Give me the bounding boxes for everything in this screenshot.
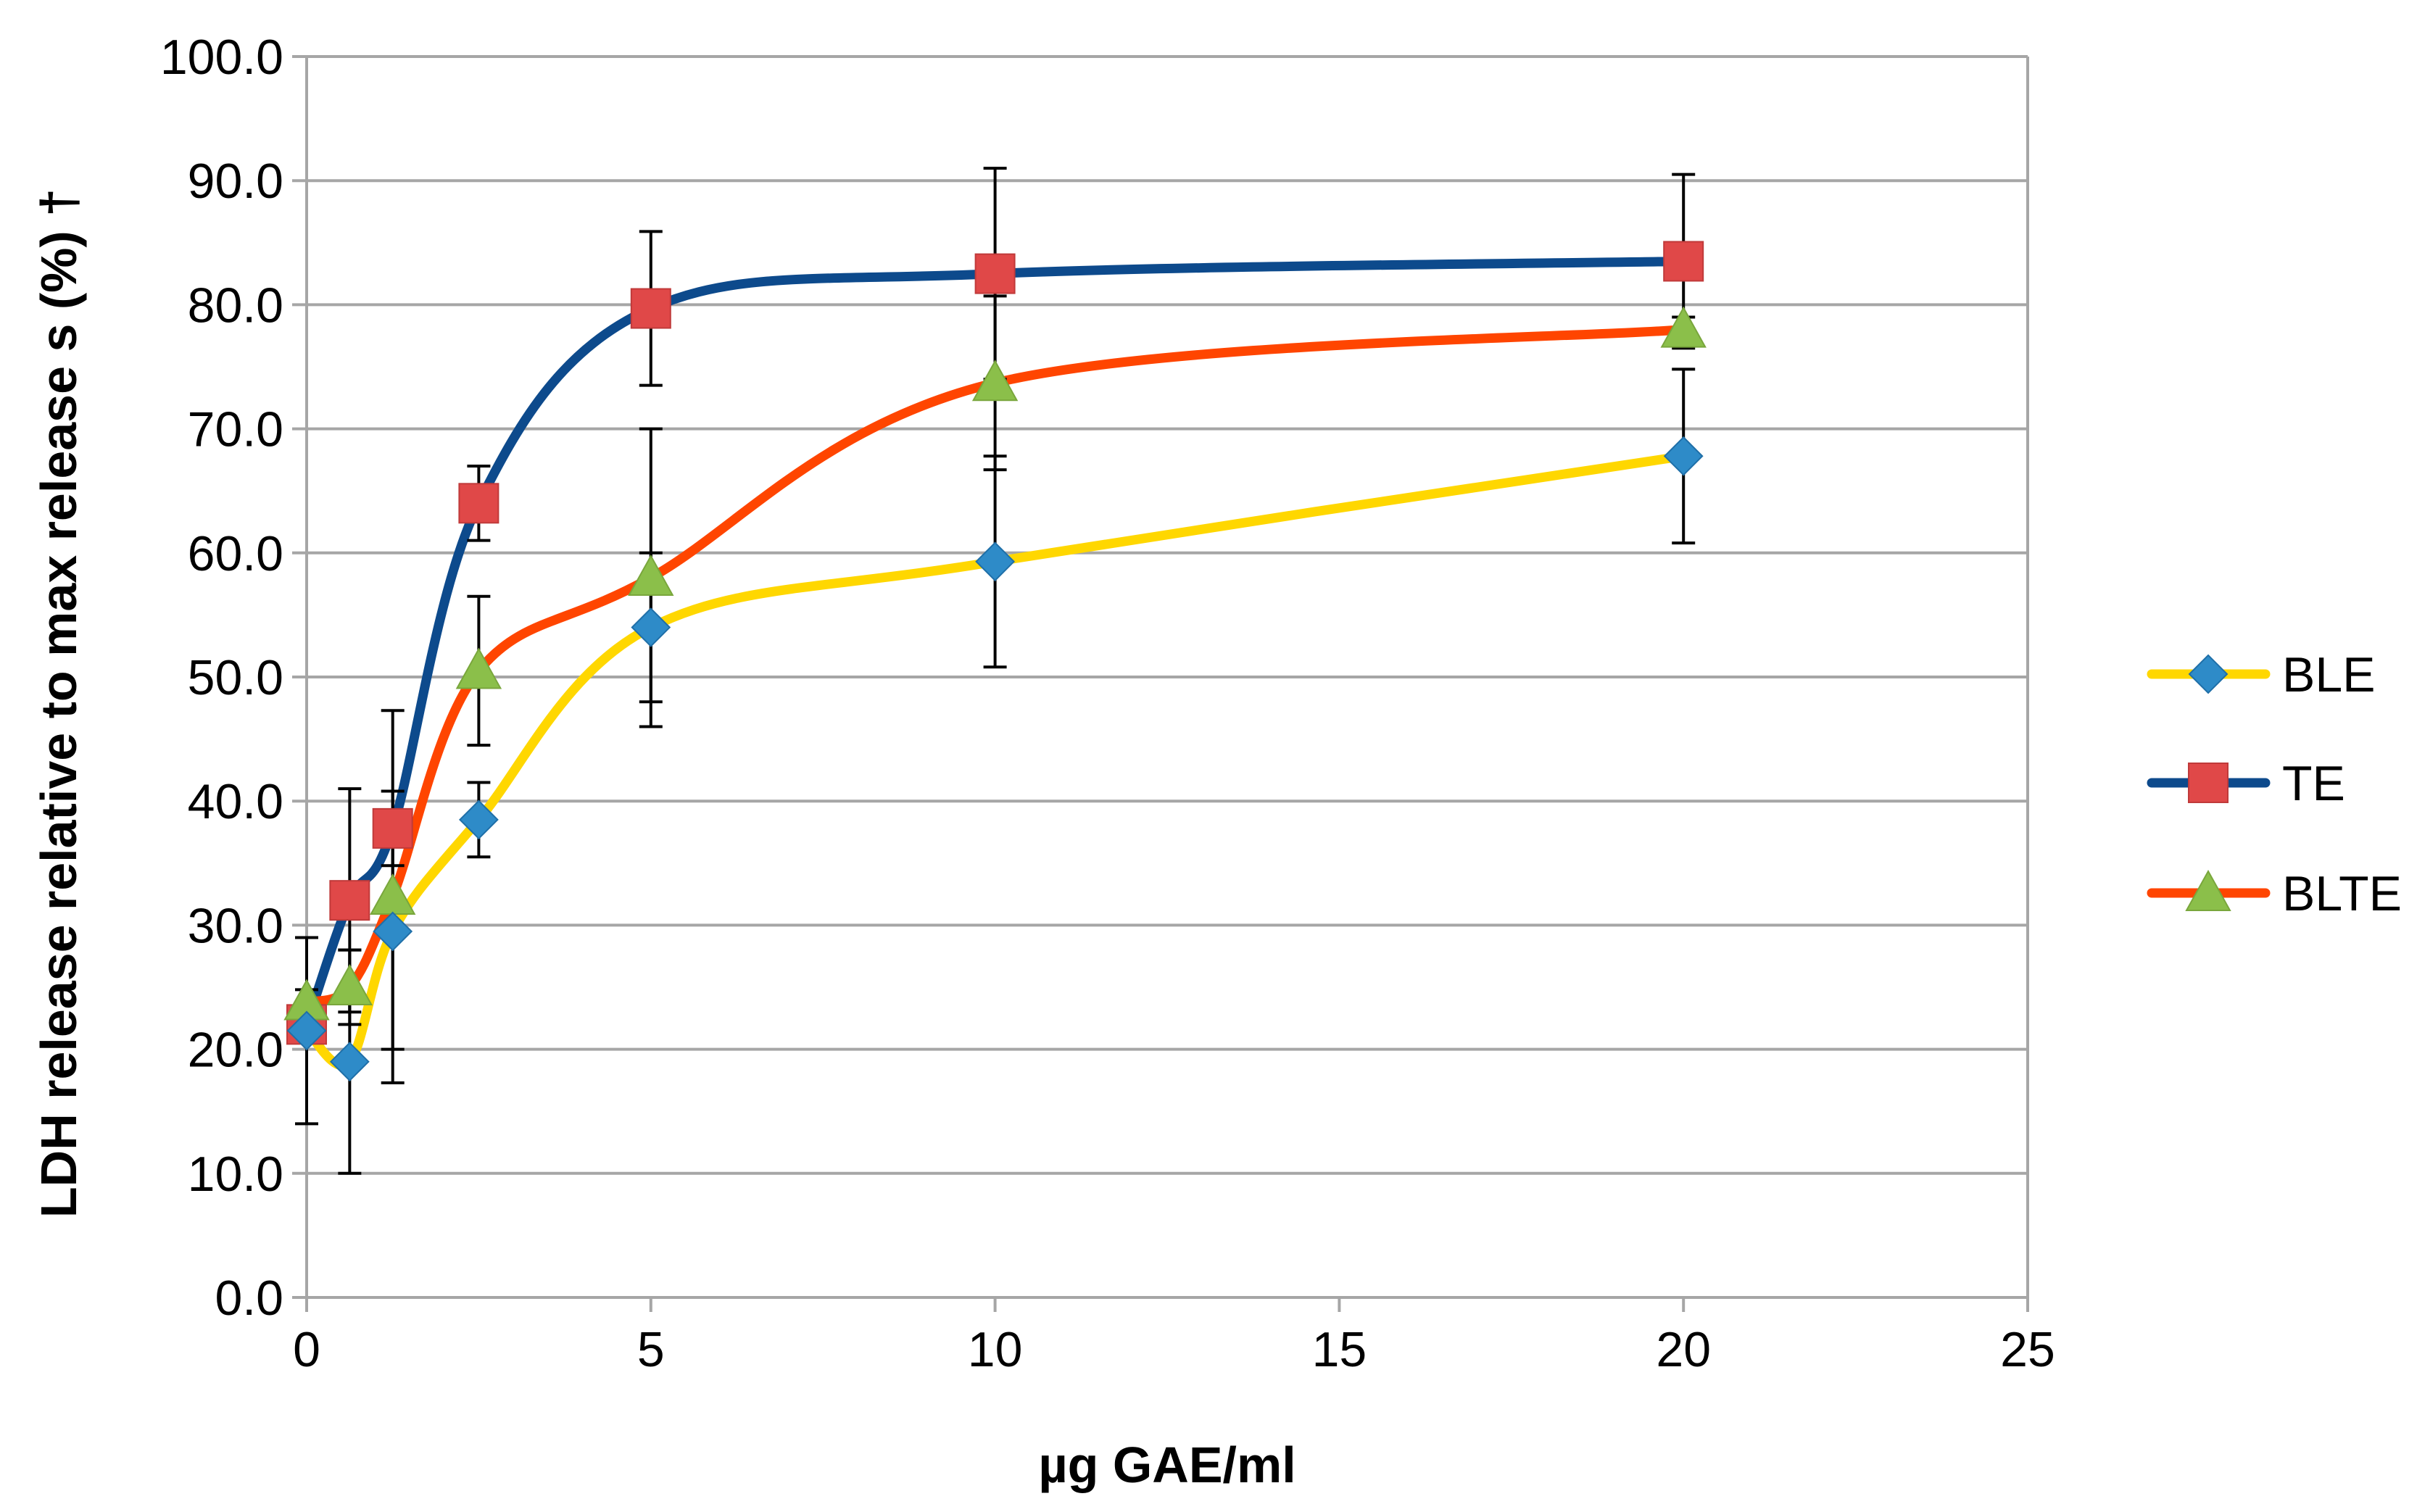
data-point-ble xyxy=(1663,436,1704,476)
x-tick-label: 10 xyxy=(968,1322,1023,1377)
y-tick-label: 0.0 xyxy=(215,1271,283,1326)
legend: BLE TE BLTE xyxy=(2147,647,2402,921)
data-point-te xyxy=(974,253,1016,294)
series-line-ble xyxy=(302,451,1688,1071)
y-tick-label: 100.0 xyxy=(160,30,283,85)
y-tick-label: 80.0 xyxy=(188,278,283,333)
error-bars xyxy=(295,167,1696,1175)
legend-label-blte: BLTE xyxy=(2282,866,2402,921)
data-point-te xyxy=(329,880,370,921)
legend-label-te: TE xyxy=(2282,756,2345,811)
legend-marker-ble xyxy=(2188,654,2229,694)
y-tick-label: 60.0 xyxy=(188,526,283,581)
gridlines xyxy=(307,55,2028,1175)
data-point-ble xyxy=(329,1042,370,1082)
y-tick-label: 30.0 xyxy=(188,898,283,953)
tick-labels: 0.0 10.0 20.0 30.0 40.0 50.0 60.0 70.0 80.0 90.0 1… xyxy=(160,30,2055,1377)
data-point-blte xyxy=(370,873,416,915)
data-point-te xyxy=(458,483,499,524)
y-tick-label: 90.0 xyxy=(188,154,283,209)
y-tick-label: 70.0 xyxy=(188,402,283,457)
data-point-blte xyxy=(455,647,502,689)
data-point-te xyxy=(630,288,671,329)
data-point-blte xyxy=(971,360,1019,402)
x-tick-label: 20 xyxy=(1656,1322,1711,1377)
data-point-ble xyxy=(975,541,1016,582)
data-point-ble xyxy=(286,1010,327,1051)
x-tick-label: 25 xyxy=(2000,1322,2055,1377)
data-point-ble xyxy=(458,799,499,840)
axes xyxy=(292,55,2029,1312)
legend-label-ble: BLE xyxy=(2282,647,2376,702)
x-tick-label: 5 xyxy=(637,1322,665,1377)
legend-marker-blte xyxy=(2185,869,2231,911)
data-point-blte xyxy=(628,554,674,597)
data-markers xyxy=(283,241,1707,1082)
data-point-ble xyxy=(373,911,413,952)
y-tick-label: 50.0 xyxy=(188,650,283,705)
data-point-blte xyxy=(326,963,373,1005)
data-point-blte xyxy=(1660,306,1707,348)
x-tick-label: 0 xyxy=(293,1322,320,1377)
x-axis-title: µg GAE/ml xyxy=(1038,1437,1295,1493)
data-point-te xyxy=(1663,241,1704,282)
y-axis-title: LDH release relative to max release s (%… xyxy=(30,188,87,1218)
series-line-te xyxy=(302,256,1688,1029)
y-tick-label: 20.0 xyxy=(188,1023,283,1078)
y-tick-label: 10.0 xyxy=(188,1147,283,1202)
data-point-ble xyxy=(631,607,671,647)
data-point-te xyxy=(372,807,413,849)
y-tick-label: 40.0 xyxy=(188,774,283,829)
x-tick-label: 15 xyxy=(1312,1322,1367,1377)
legend-marker-te xyxy=(2188,763,2229,803)
